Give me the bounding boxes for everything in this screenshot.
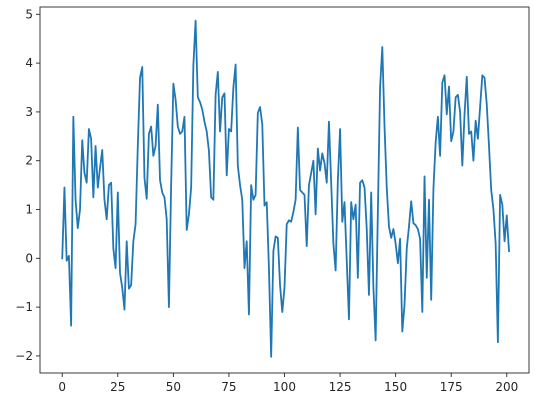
x-tick-label: 175 (440, 380, 463, 394)
axes-frame (39, 6, 530, 374)
x-tick-label: 0 (58, 380, 66, 394)
x-tick-label: 100 (273, 380, 296, 394)
x-axis: 0 25 50 75 100 125 150 175 200 (58, 373, 518, 394)
y-tick-label: 0 (25, 251, 33, 265)
y-tick-label: 5 (25, 7, 33, 21)
y-tick-label: −2 (15, 349, 33, 363)
x-tick-label: 25 (110, 380, 125, 394)
x-tick-label: 50 (166, 380, 181, 394)
x-tick-label: 200 (495, 380, 518, 394)
y-tick-label: 3 (25, 105, 33, 119)
y-axis: −2 −1 0 1 2 3 4 5 (15, 7, 40, 363)
series-line (61, 19, 510, 358)
y-tick-label: 1 (25, 203, 33, 217)
y-tick-label: −1 (15, 300, 33, 314)
x-tick-label: 75 (221, 380, 236, 394)
x-tick-label: 125 (329, 380, 352, 394)
y-tick-label: 2 (25, 154, 33, 168)
x-tick-label: 150 (384, 380, 407, 394)
y-tick-label: 4 (25, 56, 33, 70)
